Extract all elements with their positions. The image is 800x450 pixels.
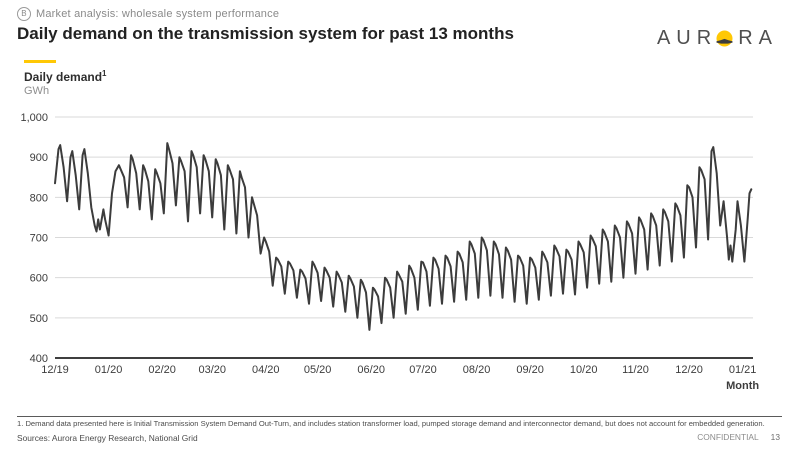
logo-text-suffix: RA bbox=[738, 27, 778, 49]
legend-footnote-marker: 1 bbox=[102, 69, 107, 78]
demand-series-line bbox=[54, 142, 753, 331]
legend-label-text: Daily demand bbox=[24, 70, 103, 84]
y-tick-label: 500 bbox=[30, 313, 48, 325]
page-number: 13 bbox=[770, 432, 780, 442]
x-tick-label: 06/20 bbox=[357, 364, 385, 376]
footnote: 1. Demand data presented here is Initial… bbox=[17, 416, 782, 428]
x-tick-label: 04/20 bbox=[252, 364, 280, 376]
confidential-label: CONFIDENTIAL bbox=[697, 432, 759, 442]
x-tick-label: 01/21 bbox=[729, 364, 757, 376]
eyebrow-text: Market analysis: wholesale system perfor… bbox=[36, 8, 280, 20]
confidential-block: CONFIDENTIAL 13 bbox=[697, 432, 780, 442]
legend-color-bar bbox=[24, 60, 56, 63]
y-tick-label: 1,000 bbox=[20, 112, 48, 124]
x-axis-title: Month bbox=[726, 380, 759, 392]
y-tick-label: 800 bbox=[30, 192, 48, 204]
x-tick-label: 05/20 bbox=[304, 364, 332, 376]
x-tick-label: 08/20 bbox=[463, 364, 491, 376]
circled-b-icon: B bbox=[17, 7, 31, 21]
x-tick-label: 10/20 bbox=[570, 364, 598, 376]
x-tick-label: 09/20 bbox=[516, 364, 544, 376]
y-tick-label: 400 bbox=[30, 353, 48, 365]
slide-eyebrow: B Market analysis: wholesale system perf… bbox=[17, 7, 279, 21]
y-tick-label: 600 bbox=[30, 273, 48, 285]
x-tick-label: 12/20 bbox=[675, 364, 703, 376]
page-title: Daily demand on the transmission system … bbox=[17, 24, 514, 43]
legend-unit-label: GWh bbox=[24, 85, 50, 97]
x-tick-label: 01/20 bbox=[95, 364, 123, 376]
x-tick-label: 07/20 bbox=[409, 364, 437, 376]
x-tick-label: 12/19 bbox=[41, 364, 69, 376]
logo-text-prefix: AUR bbox=[656, 27, 718, 49]
y-tick-label: 700 bbox=[30, 233, 48, 245]
x-tick-label: 02/20 bbox=[148, 364, 176, 376]
x-tick-label: 03/20 bbox=[198, 364, 226, 376]
aurora-logo: AUR RA bbox=[657, 27, 778, 50]
aurora-sunrise-icon bbox=[716, 30, 733, 47]
x-tick-label: 11/20 bbox=[622, 364, 649, 376]
y-tick-label: 900 bbox=[30, 152, 48, 164]
chart-legend: Daily demand1 GWh bbox=[24, 60, 106, 97]
legend-series-label: Daily demand1 bbox=[24, 69, 106, 84]
sources-line: Sources: Aurora Energy Research, Nationa… bbox=[17, 433, 198, 443]
